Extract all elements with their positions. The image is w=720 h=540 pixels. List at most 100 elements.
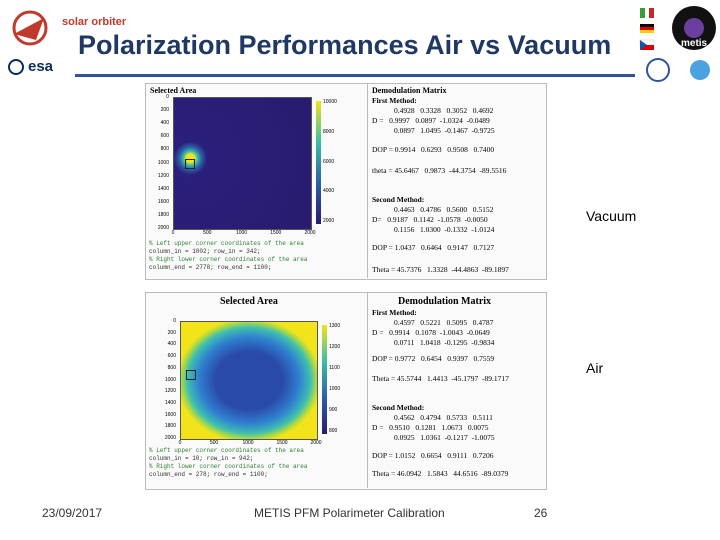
matrix-title: Demodulation Matrix	[372, 86, 447, 95]
y-tick-label: 200	[160, 107, 169, 114]
matrix-line: 0.0897 1.0495 -0.1467 -0.9725	[394, 126, 495, 135]
selected-area-title: Selected Area	[150, 86, 197, 95]
colorbar-tick-label: 900	[329, 407, 338, 413]
x-tick-label: 2000	[310, 440, 322, 446]
y-tick-label: 2000	[157, 225, 169, 231]
x-tick-label: 1000	[242, 440, 254, 446]
console-line: % Right lower corner coordinates of the …	[149, 256, 308, 263]
method-title: First Method:	[372, 96, 417, 105]
method-title: First Method:	[372, 308, 417, 317]
y-tick-label: 1400	[157, 185, 169, 192]
console-line: column_in = 10; row_in = 942;	[149, 455, 254, 462]
x-tick-label: 500	[209, 440, 219, 446]
agency-emblem	[8, 59, 24, 75]
y-tick-label: 1600	[164, 411, 176, 418]
footer-date: 23/09/2017	[42, 506, 103, 520]
selection-box	[185, 159, 195, 169]
colorbar-tick-label: 8000	[323, 128, 335, 135]
console-line: % Left upper corner coordinates of the a…	[149, 240, 304, 247]
matrix-line: theta = 45.6467 0.9873 -44.3754 -89.5516	[372, 166, 507, 175]
y-tick-label: 1000	[157, 159, 169, 166]
heatmap	[173, 97, 312, 230]
y-tick-label: 1600	[157, 198, 169, 205]
console-line: column_in = 1002; row_in = 342;	[149, 248, 261, 255]
console-line: % Right lower corner coordinates of the …	[149, 463, 308, 470]
instrument-logo: metis	[681, 38, 708, 49]
matrix-line: 0.1156 1.0300 -0.1332 -1.0124	[394, 225, 495, 234]
x-tick-label: 1000	[235, 230, 248, 236]
colorbar-tick-label: 10000	[323, 99, 337, 105]
partner-logos	[639, 6, 716, 82]
matrix-line: D = 0.9914 0.1078 -1.0043 -0.0649	[372, 328, 490, 337]
y-tick-label: 400	[167, 341, 176, 348]
matrix-line: 0.0925 1.0361 -0.1217 -1.0075	[394, 433, 495, 442]
footer-page: 26	[534, 506, 548, 520]
colorbar	[316, 101, 321, 224]
x-tick-label: 0	[171, 230, 175, 236]
footer-center: METIS PFM Polarimeter Calibration	[254, 506, 445, 520]
colorbar-tick-label: 4000	[323, 188, 335, 195]
y-tick-label: 1000	[164, 376, 176, 383]
y-tick-label: 1200	[157, 172, 169, 179]
x-tick-label: 1500	[276, 440, 288, 446]
matrix-line: 0.0711 1.0418 -0.1295 -0.9834	[394, 338, 495, 347]
y-tick-label: 200	[167, 329, 176, 336]
selection-box	[186, 370, 196, 380]
matrix-line: DOP = 1.0152 0.6654 0.9111 0.7206	[372, 451, 494, 460]
method-title: Second Method:	[372, 403, 425, 412]
colorbar-tick-label: 2000	[323, 218, 335, 224]
y-tick-label: 1400	[164, 399, 176, 406]
y-tick-label: 800	[167, 364, 176, 371]
mission-logo: solar orbiter	[62, 16, 127, 28]
method-title: Second Method:	[372, 195, 425, 204]
x-tick-label: 1500	[270, 230, 282, 236]
y-tick-label: 0	[166, 94, 169, 100]
panel-label: Air	[586, 360, 604, 376]
colorbar-tick-label: 1200	[329, 344, 341, 350]
colorbar-tick-label: 1000	[329, 386, 341, 392]
panel-label: Vacuum	[586, 208, 637, 224]
x-tick-label: 2000	[304, 230, 316, 236]
matrix-line: 0.4597 0.5221 0.5095 0.4787	[394, 318, 494, 327]
matrix-line: DOP = 0.9914 0.6293 0.9508 0.7400	[372, 145, 495, 154]
colorbar-tick-label: 1100	[329, 365, 340, 371]
title-rule	[75, 74, 635, 77]
heatmap	[180, 321, 318, 440]
matrix-line: Theta = 45.5744 1.4413 -45.1797 -89.1717	[372, 374, 509, 383]
matrix-line: DOP = 0.9772 0.6454 0.9397 0.7559	[372, 354, 495, 363]
console-line: column_end = 278; row_end = 1100;	[149, 471, 268, 478]
y-tick-label: 800	[160, 146, 169, 153]
y-tick-label: 600	[160, 133, 169, 140]
y-tick-label: 600	[167, 353, 176, 360]
matrix-line: Theta = 45.7376 1.3328 -44.4863 -89.1897	[372, 265, 509, 274]
matrix-line: D = 0.9510 0.1281 1.0673 0.0075	[372, 423, 489, 432]
y-tick-label: 1800	[157, 211, 169, 218]
mission-emblem	[12, 10, 48, 46]
console-line: % Left upper corner coordinates of the a…	[149, 447, 304, 454]
colorbar-tick-label: 800	[329, 428, 338, 434]
agency-logo: esa	[28, 58, 54, 75]
y-tick-label: 0	[173, 318, 176, 324]
y-tick-label: 2000	[164, 435, 176, 441]
matrix-line: 0.4562 0.4794 0.5733 0.5111	[394, 413, 493, 422]
matrix-line: D= 0.9187 0.1142 -1.0578 -0.0050	[372, 215, 488, 224]
matrix-line: Theta = 46.0942 1.5843 44.6516 -89.0379	[372, 469, 509, 478]
matrix-line: D = 0.9997 0.0897 -1.0324 -0.0489	[372, 116, 490, 125]
slide-title: Polarization Performances Air vs Vacuum	[78, 30, 612, 60]
divider	[367, 292, 368, 488]
matrix-line: DOP = 1.0437 0.6464 0.9147 0.7127	[372, 243, 495, 252]
y-tick-label: 1800	[164, 423, 176, 430]
x-tick-label: 500	[203, 230, 212, 236]
divider	[367, 83, 368, 278]
y-tick-label: 1200	[164, 388, 176, 395]
colorbar-tick-label: 6000	[323, 158, 335, 165]
console-line: column_end = 2778; row_end = 1100;	[149, 264, 272, 271]
matrix-line: 0.4463 0.4786 0.5600 0.5152	[394, 205, 494, 214]
y-tick-label: 400	[160, 120, 169, 127]
selected-area-title: Selected Area	[220, 296, 278, 307]
colorbar-tick-label: 1300	[329, 323, 341, 329]
matrix-line: 0.4928 0.3328 0.3052 0.4692	[394, 106, 494, 115]
colorbar	[322, 325, 327, 434]
matrix-title: Demodulation Matrix	[398, 296, 492, 307]
